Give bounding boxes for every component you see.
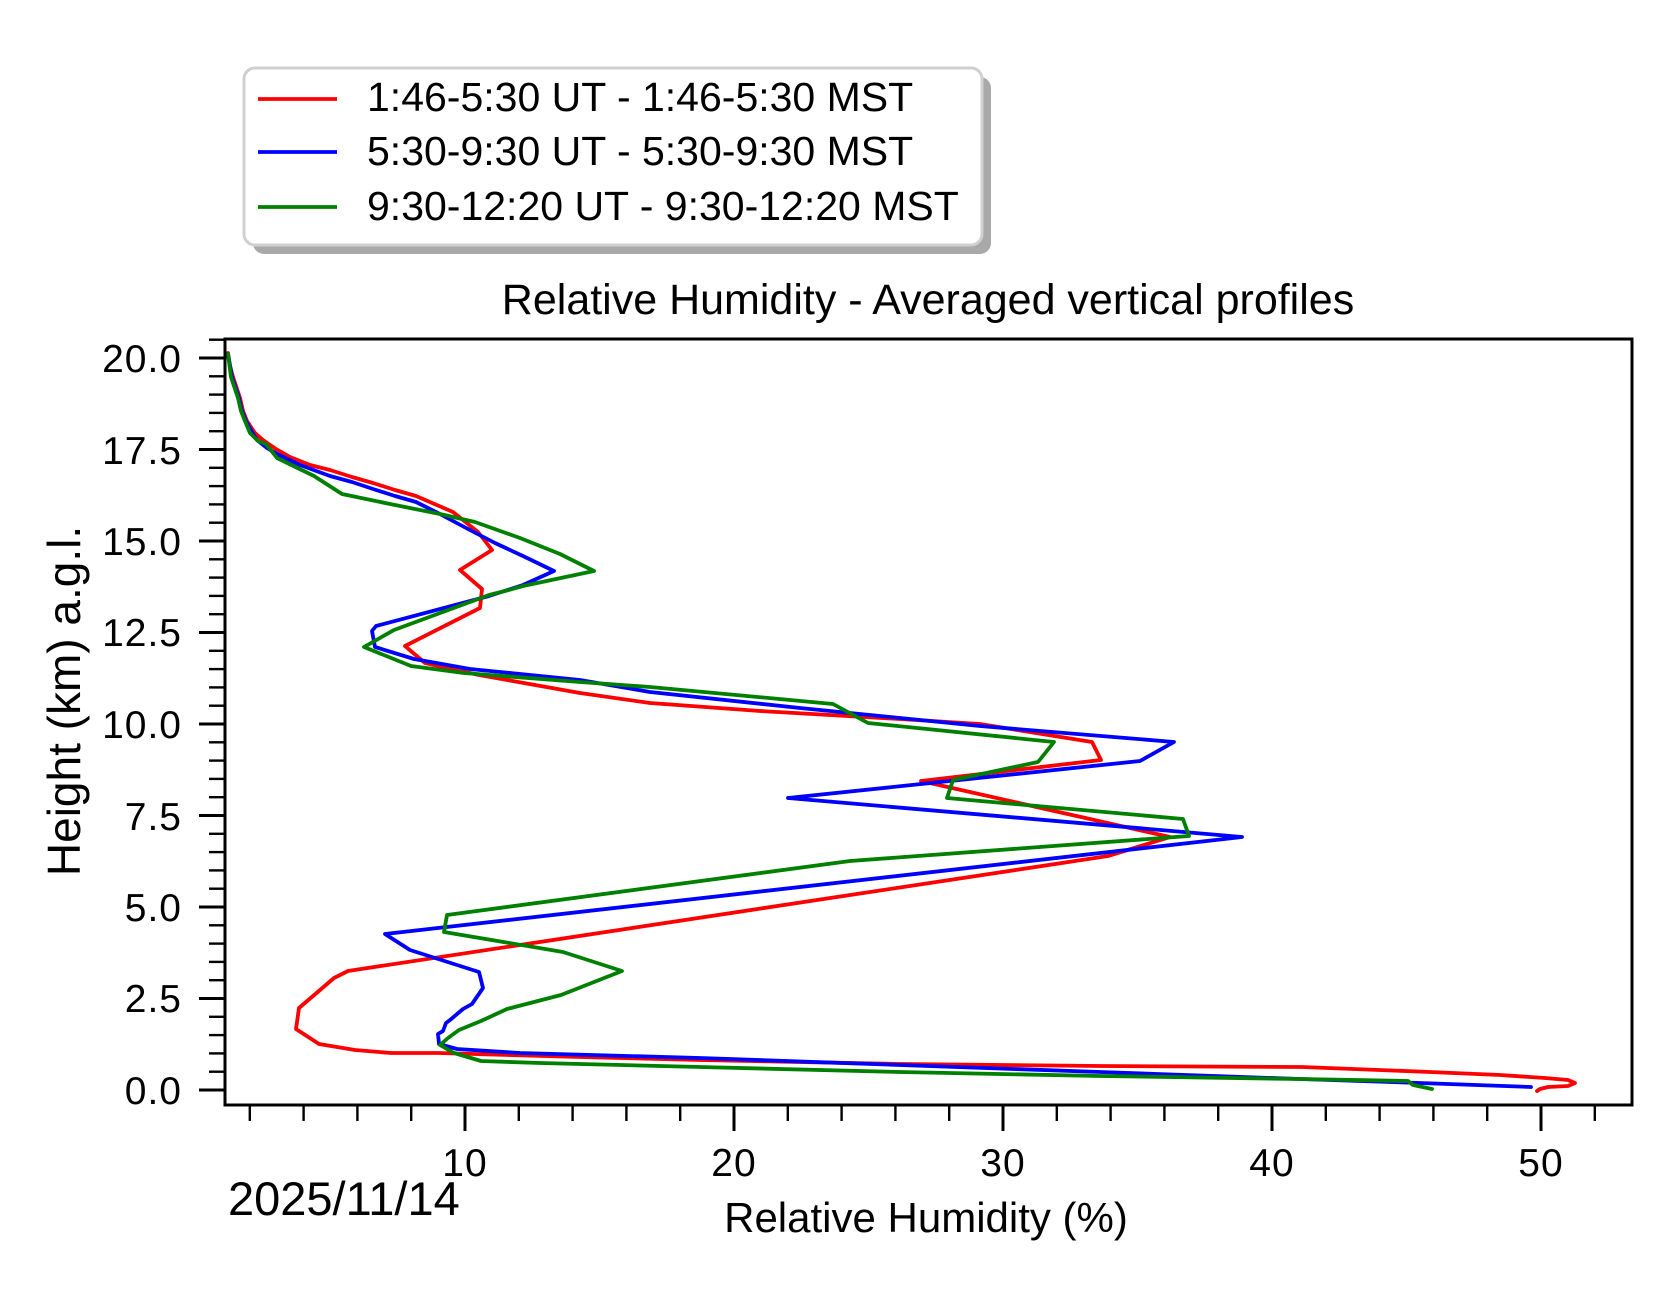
svg-text:Relative Humidity - Averaged v: Relative Humidity - Averaged vertical pr… <box>502 276 1354 324</box>
svg-text:2025/11/14: 2025/11/14 <box>228 1172 460 1225</box>
svg-text:10.0: 10.0 <box>102 704 182 747</box>
svg-text:20: 20 <box>711 1142 756 1185</box>
svg-text:17.5: 17.5 <box>102 430 182 473</box>
svg-text:Relative Humidity (%): Relative Humidity (%) <box>724 1194 1128 1241</box>
svg-text:5.0: 5.0 <box>125 887 182 930</box>
svg-text:9:30-12:20 UT - 9:30-12:20 MST: 9:30-12:20 UT - 9:30-12:20 MST <box>367 183 959 229</box>
svg-text:0.0: 0.0 <box>125 1070 182 1113</box>
svg-text:30: 30 <box>980 1142 1025 1185</box>
svg-text:15.0: 15.0 <box>102 521 182 564</box>
svg-text:1:46-5:30 UT - 1:46-5:30 MST: 1:46-5:30 UT - 1:46-5:30 MST <box>367 74 913 120</box>
svg-text:Height (km) a.g.l.: Height (km) a.g.l. <box>38 526 90 876</box>
svg-text:20.0: 20.0 <box>102 338 182 381</box>
svg-text:50: 50 <box>1518 1142 1563 1185</box>
svg-text:2.5: 2.5 <box>125 978 182 1021</box>
svg-text:10: 10 <box>442 1142 487 1185</box>
svg-text:40: 40 <box>1249 1142 1294 1185</box>
svg-text:5:30-9:30 UT - 5:30-9:30 MST: 5:30-9:30 UT - 5:30-9:30 MST <box>367 128 913 174</box>
svg-text:7.5: 7.5 <box>125 796 182 839</box>
svg-text:12.5: 12.5 <box>102 612 182 655</box>
